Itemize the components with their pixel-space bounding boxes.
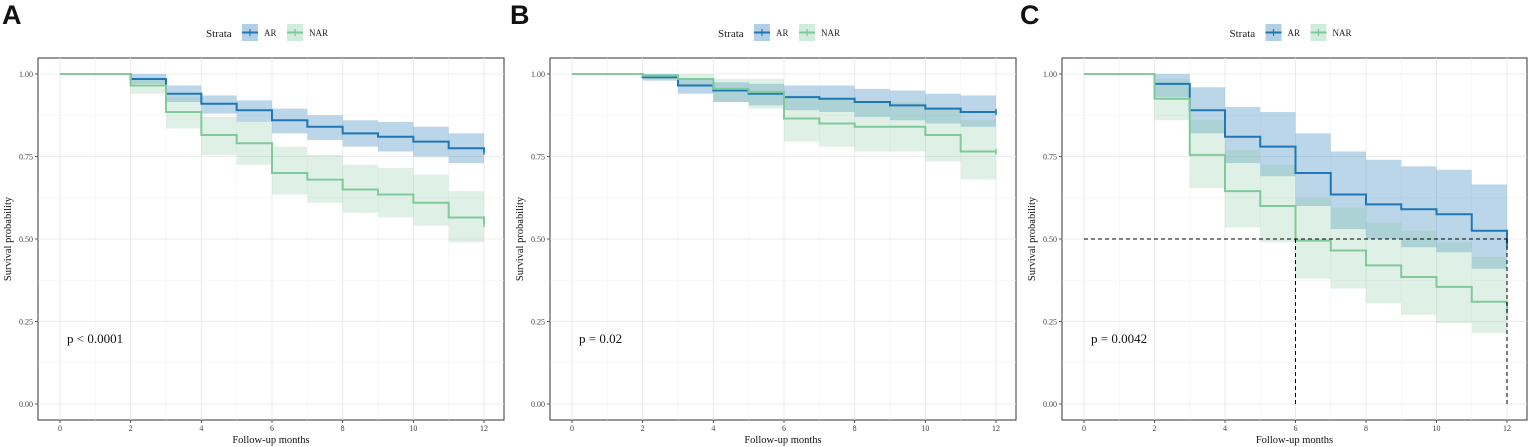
- legend-label-nar: NAR: [309, 28, 328, 38]
- y-tick-label: 1.00: [1043, 70, 1057, 79]
- y-axis-title: Survival probability: [515, 196, 526, 281]
- legend-label-ar: AR: [264, 28, 277, 38]
- y-tick-label: 0.75: [531, 153, 545, 162]
- p-value-annotation: p < 0.0001: [67, 331, 123, 346]
- y-tick-label: 0.50: [531, 235, 545, 244]
- legend-title: Strata: [718, 28, 744, 40]
- legend-label-ar: AR: [1288, 28, 1301, 38]
- y-tick-label: 1.00: [531, 70, 545, 79]
- y-tick-label: 0.25: [1043, 318, 1057, 327]
- x-tick-label: 12: [992, 424, 1000, 433]
- legend-label-nar: NAR: [821, 28, 840, 38]
- x-tick-label: 8: [1364, 424, 1368, 433]
- legend-title: Strata: [1230, 28, 1256, 40]
- survival-line-nar: [572, 73, 996, 153]
- panel-letter-a: A: [2, 0, 22, 30]
- confidence-band-nar: [572, 74, 996, 180]
- x-tick-label: 10: [409, 424, 417, 433]
- survival-line-ar: [572, 73, 996, 113]
- x-tick-label: 12: [1503, 424, 1511, 433]
- x-tick-label: 2: [641, 424, 645, 433]
- legend-b: Strata AR NAR: [718, 24, 840, 41]
- x-axis-title: Follow-up months: [744, 435, 821, 446]
- x-tick-label: 8: [853, 424, 857, 433]
- x-axis-title: Follow-up months: [1256, 435, 1333, 446]
- y-tick-label: 0.00: [19, 400, 33, 409]
- x-tick-label: 2: [1153, 424, 1157, 433]
- x-tick-label: 0: [570, 424, 574, 433]
- p-value-annotation: p = 0.0042: [1091, 331, 1147, 346]
- x-tick-label: 6: [1294, 424, 1298, 433]
- x-tick-label: 10: [921, 424, 929, 433]
- y-tick-label: 0.50: [1043, 235, 1057, 244]
- legend-label-nar: NAR: [1333, 28, 1352, 38]
- x-tick-label: 4: [1223, 424, 1227, 433]
- y-tick-label: 0.00: [1043, 400, 1057, 409]
- y-tick-label: 0.75: [19, 153, 33, 162]
- x-tick-label: 10: [1433, 424, 1441, 433]
- legend-title: Strata: [206, 28, 232, 40]
- legend-label-ar: AR: [776, 28, 789, 38]
- y-tick-label: 1.00: [19, 70, 33, 79]
- x-tick-label: 4: [711, 424, 715, 433]
- y-tick-label: 0.75: [1043, 153, 1057, 162]
- x-tick-label: 4: [199, 424, 203, 433]
- y-tick-label: 0.25: [19, 318, 33, 327]
- x-tick-label: 6: [782, 424, 786, 433]
- x-tick-label: 0: [1082, 424, 1086, 433]
- legend-c: Strata AR NAR: [1230, 24, 1352, 41]
- y-tick-label: 0.25: [531, 318, 545, 327]
- x-axis-title: Follow-up months: [232, 435, 309, 446]
- panel-letter-b: B: [510, 0, 530, 30]
- p-value-annotation: p = 0.02: [579, 331, 622, 346]
- x-tick-label: 8: [341, 424, 345, 433]
- x-tick-label: 12: [480, 424, 488, 433]
- y-tick-label: 0.50: [19, 235, 33, 244]
- x-tick-label: 2: [129, 424, 133, 433]
- x-tick-label: 6: [270, 424, 274, 433]
- y-axis-title: Survival probability: [1027, 196, 1038, 281]
- panel-letter-c: C: [1020, 0, 1040, 30]
- survival-line-nar: [60, 73, 485, 225]
- y-axis-title: Survival probability: [3, 196, 14, 281]
- x-tick-label: 0: [58, 424, 62, 433]
- survival-line-nar: [1084, 73, 1508, 312]
- y-tick-label: 0.00: [531, 400, 545, 409]
- legend-a: Strata AR NAR: [206, 24, 328, 41]
